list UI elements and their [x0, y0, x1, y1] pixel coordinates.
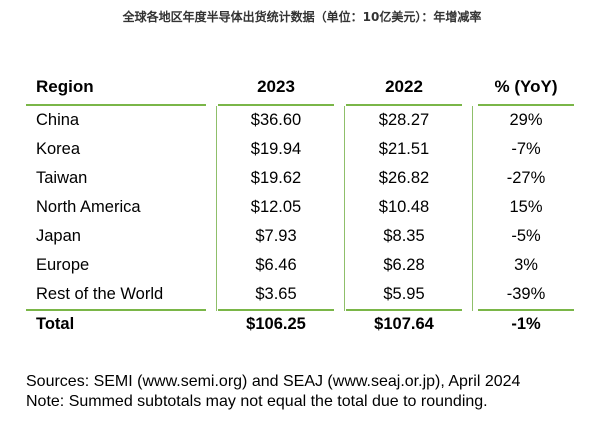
total-rule — [346, 309, 462, 311]
table-row: Japan $7.93 $8.35 -5% — [26, 222, 574, 251]
row-region: Korea — [36, 140, 81, 158]
table-total-row: Total $106.25 $107.64 -1% — [26, 309, 574, 339]
total-label: Total — [36, 314, 75, 333]
column-divider — [216, 106, 217, 311]
total-rule — [478, 309, 574, 311]
semiconductor-shipments-table: Region 2023 2022 % (YoY) China $36.60 $2… — [26, 68, 574, 339]
table-header-row: Region 2023 2022 % (YoY) — [26, 68, 574, 106]
column-divider — [344, 106, 345, 311]
row-2022-value: $5.95 — [383, 285, 425, 303]
header-rule — [26, 104, 206, 106]
header-region: Region — [36, 77, 94, 96]
row-2022-value: $28.27 — [378, 111, 430, 129]
row-region: Rest of the World — [36, 285, 164, 303]
table-footnotes: Sources: SEMI (www.semi.org) and SEAJ (w… — [26, 372, 520, 412]
total-2023-value: $106.25 — [246, 314, 306, 333]
table-row: China $36.60 $28.27 29% — [26, 106, 574, 135]
table-row: Taiwan $19.62 $26.82 -27% — [26, 164, 574, 193]
row-2022-value: $26.82 — [378, 169, 430, 187]
row-yoy-value: -27% — [506, 169, 546, 187]
header-2023: 2023 — [257, 77, 295, 96]
row-2022-value: $6.28 — [383, 256, 425, 274]
row-region: Japan — [36, 227, 81, 245]
row-2023-value: $12.05 — [250, 198, 302, 216]
row-yoy-value: -5% — [511, 227, 541, 245]
row-yoy-value: -39% — [506, 285, 546, 303]
total-rule — [26, 309, 206, 311]
row-region: China — [36, 111, 80, 129]
row-region: North America — [36, 198, 141, 216]
header-yoy: % (YoY) — [494, 77, 558, 96]
header-rule — [346, 104, 462, 106]
row-region: Taiwan — [36, 169, 88, 187]
row-2023-value: $36.60 — [250, 111, 302, 129]
column-divider — [472, 106, 473, 311]
total-2022-value: $107.64 — [374, 314, 434, 333]
header-rule — [478, 104, 574, 106]
row-2023-value: $7.93 — [255, 227, 297, 245]
total-rule — [218, 309, 334, 311]
sources-note: Sources: SEMI (www.semi.org) and SEAJ (w… — [26, 373, 521, 390]
table-row: Europe $6.46 $6.28 3% — [26, 251, 574, 280]
row-2023-value: $19.62 — [250, 169, 302, 187]
row-2023-value: $19.94 — [250, 140, 302, 158]
row-yoy-value: 3% — [514, 256, 538, 274]
row-region: Europe — [36, 256, 90, 274]
row-2023-value: $3.65 — [255, 285, 297, 303]
row-2022-value: $21.51 — [378, 140, 430, 158]
rounding-note: Note: Summed subtotals may not equal the… — [26, 393, 488, 410]
header-rule — [218, 104, 334, 106]
row-yoy-value: 29% — [509, 111, 543, 129]
header-2022: 2022 — [385, 77, 423, 96]
total-yoy-value: -1% — [511, 314, 541, 333]
row-2022-value: $8.35 — [383, 227, 425, 245]
table-row: Rest of the World $3.65 $5.95 -39% — [26, 280, 574, 309]
row-2022-value: $10.48 — [378, 198, 430, 216]
row-2023-value: $6.46 — [255, 256, 297, 274]
page-caption: 全球各地区年度半导体出货统计数据（单位：10亿美元）：年增减率 — [122, 10, 482, 24]
row-yoy-value: -7% — [511, 140, 541, 158]
table-row: Korea $19.94 $21.51 -7% — [26, 135, 574, 164]
table-row: North America $12.05 $10.48 15% — [26, 193, 574, 222]
row-yoy-value: 15% — [509, 198, 543, 216]
